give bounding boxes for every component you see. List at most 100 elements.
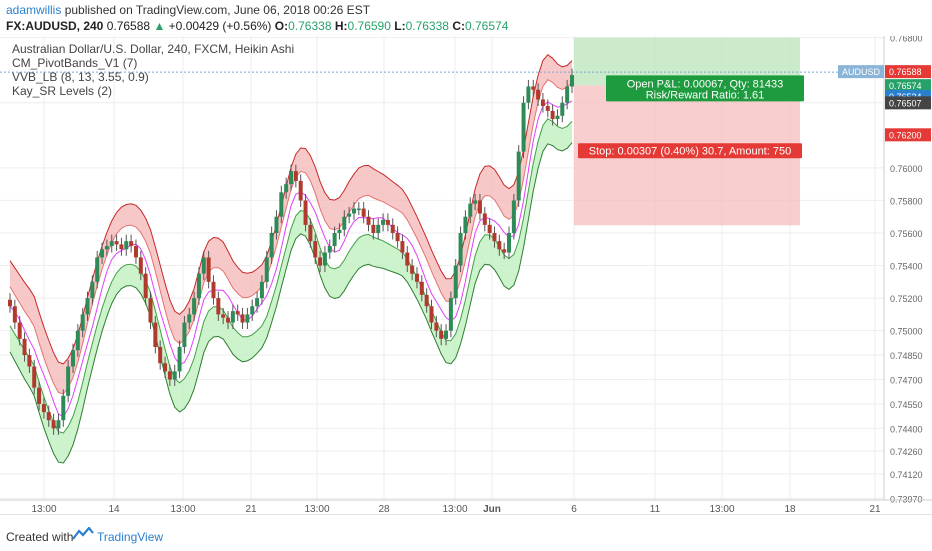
- x-tick-label: 14: [108, 504, 120, 514]
- pnl-label: Open P&L: 0.00067, Qty: 81433: [627, 78, 784, 90]
- candle-up: [468, 203, 473, 217]
- candle-up: [56, 420, 61, 429]
- symbol-label: FX:AUDUSD, 240: [6, 19, 104, 33]
- candle-down: [153, 322, 158, 347]
- x-tick-label: 21: [245, 504, 257, 514]
- x-tick-label: 13:00: [442, 504, 467, 514]
- x-tick-label: Jun: [483, 504, 501, 514]
- candle-up: [61, 395, 66, 421]
- created-with-text: Created with: [6, 530, 74, 544]
- published-text: published on TradingView.com, June 06, 2…: [64, 3, 371, 17]
- candle-down: [482, 213, 487, 225]
- stop-label-box: [578, 143, 802, 159]
- candle-down: [216, 298, 221, 315]
- x-tick-label: 18: [784, 504, 796, 514]
- y-tick-label: 0.75400: [890, 262, 923, 272]
- footer: Created with TradingView: [0, 514, 932, 551]
- y-tick-label: 0.74850: [890, 351, 923, 361]
- tradingview-logo-icon: [72, 526, 94, 546]
- candle-down: [429, 306, 434, 323]
- candle-up: [322, 252, 327, 266]
- candle-down: [143, 273, 148, 299]
- y-tick-label: 0.74400: [890, 424, 923, 434]
- candle-up: [70, 350, 75, 367]
- y-tick-label: 0.74120: [890, 470, 923, 480]
- candle-down: [318, 257, 323, 266]
- candle-up: [259, 281, 264, 299]
- candle-down: [8, 299, 12, 307]
- candle-down: [545, 106, 550, 111]
- low-label: L:: [394, 19, 406, 33]
- price-chart[interactable]: Open P&L: 0.00067, Qty: 81433 Risk/Reward…: [0, 34, 932, 515]
- upper-band-fill: [10, 54, 572, 394]
- candle-down: [12, 306, 17, 323]
- x-tick-label: 13:00: [31, 504, 56, 514]
- candle-down: [303, 200, 308, 225]
- candle-down: [37, 387, 42, 404]
- open-value: 0.76338: [288, 19, 332, 33]
- candle-up: [274, 216, 279, 233]
- candle-down: [46, 412, 51, 421]
- candle-up: [570, 75, 574, 87]
- axis-price-tag-text: 0.76200: [889, 130, 922, 140]
- candle-down: [226, 317, 231, 323]
- candle-up: [90, 281, 95, 299]
- indicator-sr-levels[interactable]: Kay_SR Levels (2): [12, 84, 113, 98]
- x-tick-label: 13:00: [304, 504, 329, 514]
- price-change: +0.00429 (+0.56%): [168, 19, 272, 33]
- candle-down: [550, 110, 555, 120]
- candle-down: [434, 322, 439, 331]
- candle-down: [119, 244, 124, 250]
- candle-up: [332, 232, 337, 247]
- candle-down: [41, 403, 46, 413]
- symbol-quote-line: FX:AUDUSD, 240 0.76588 ▲ +0.00429 (+0.56…: [6, 19, 508, 33]
- candle-down: [240, 314, 245, 323]
- candle-up: [453, 265, 458, 299]
- candle-up: [448, 298, 453, 331]
- x-tick-label: 28: [378, 504, 390, 514]
- candle-up: [80, 314, 85, 331]
- candle-down: [531, 86, 536, 90]
- candle-down: [163, 363, 168, 372]
- pnl-label-box: [606, 75, 804, 102]
- axis-price-tag-text: 0.76588: [889, 67, 922, 77]
- x-tick-label: 6: [571, 504, 577, 514]
- candle-down: [17, 322, 22, 339]
- candle-up: [85, 298, 90, 315]
- candle-up: [327, 246, 332, 253]
- candle-up: [444, 330, 449, 339]
- x-tick-label: 11: [650, 504, 661, 514]
- y-tick-label: 0.74550: [890, 400, 923, 410]
- candle-down: [293, 171, 298, 181]
- candle-down: [138, 257, 143, 274]
- author-link[interactable]: adamwillis: [6, 3, 62, 17]
- chart-canvas[interactable]: Open P&L: 0.00067, Qty: 81433Risk/Reward…: [0, 34, 932, 515]
- y-tick-label: 0.75000: [890, 327, 923, 337]
- candle-down: [497, 241, 502, 250]
- candle-down: [395, 232, 400, 242]
- candle-down: [540, 99, 545, 107]
- indicator-pivot-bands[interactable]: CM_PivotBands_V1 (7): [12, 56, 138, 70]
- candle-down: [133, 246, 138, 258]
- candle-down: [400, 241, 405, 253]
- candle-down: [366, 216, 371, 225]
- candle-up: [356, 208, 361, 211]
- high-label: H:: [334, 19, 348, 33]
- basis-line: [9, 100, 573, 418]
- candle-down: [492, 232, 497, 242]
- tradingview-link[interactable]: TradingView: [97, 530, 164, 544]
- candle-up: [565, 86, 570, 103]
- candle-up: [279, 192, 284, 217]
- indicator-vvb[interactable]: VVB_LB (8, 13, 3.55, 0.9): [12, 70, 149, 84]
- y-tick-label: 0.75800: [890, 196, 923, 206]
- symbol-price-tag-text: AUDUSD: [842, 67, 881, 77]
- candle-up: [192, 298, 197, 315]
- candle-down: [536, 89, 541, 100]
- x-tick-label: 13:00: [170, 504, 195, 514]
- candle-down: [410, 265, 415, 274]
- low-value: 0.76338: [405, 19, 449, 33]
- candle-down: [405, 252, 410, 266]
- candle-up: [177, 346, 182, 372]
- candle-up: [284, 184, 289, 193]
- candle-down: [114, 241, 119, 245]
